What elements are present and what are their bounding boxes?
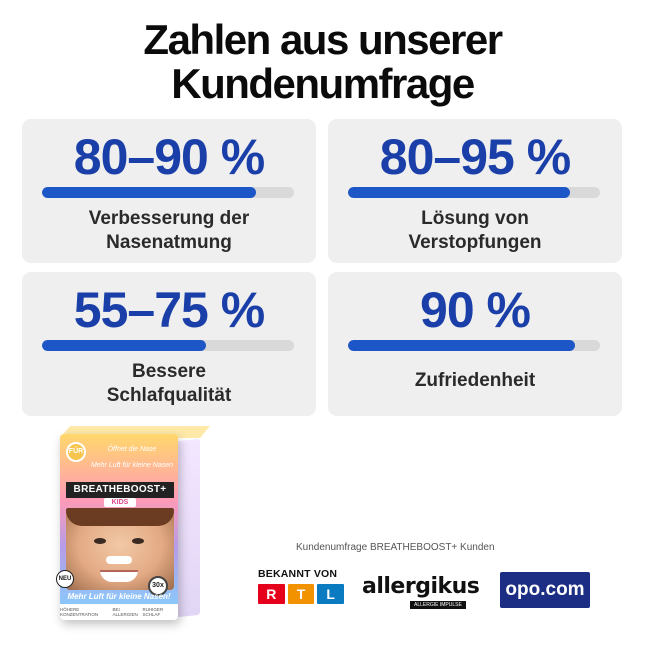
child-eye-right — [132, 538, 144, 544]
stat-card-congestion-relief: 80–95 % Lösung von Verstopfungen — [328, 119, 622, 263]
product-new-badge: NEU — [56, 570, 74, 588]
product-box-front: FÜR Öffnet die Nase Mehr Luft für kleine… — [60, 434, 178, 620]
stat-label: Zufriedenheit — [328, 369, 622, 393]
product-slogan: Mehr Luft für kleine Nasen! — [67, 592, 171, 601]
stat-progress-fill — [42, 187, 257, 198]
stat-progress-bar — [348, 187, 600, 198]
product-package-image: FÜR Öffnet die Nase Mehr Luft für kleine… — [56, 422, 211, 622]
stat-value: 55–75 % — [73, 282, 265, 338]
product-feature-3: RUHIGER SCHLAF — [142, 607, 164, 617]
stat-progress-fill — [348, 340, 575, 351]
rtl-letter-r: R — [258, 584, 285, 604]
stat-value: 80–90 % — [73, 129, 265, 185]
product-feature-1: HÖHERE KONZENTRATION — [60, 607, 99, 617]
child-hair-illustration — [66, 508, 174, 526]
stat-label-line-1: Bessere — [132, 361, 206, 382]
stat-label-line-1: Verbesserung der — [88, 208, 250, 229]
product-brand: BREATHEBOOST+ — [66, 482, 174, 498]
allergikus-wordmark: allergikus — [362, 574, 480, 599]
product-feature-strip: HÖHERE KONZENTRATION BEI ALLERGIEN RUHIG… — [60, 604, 178, 620]
stat-label-line-2: Schlafqualität — [106, 385, 232, 406]
stat-value: 90 % — [420, 282, 531, 338]
allergikus-logo: allergikus ALLERGIE IMPULSE — [362, 574, 486, 609]
child-smile-illustration — [100, 570, 138, 582]
stat-progress-bar — [42, 340, 294, 351]
headline-line-1: Zahlen aus unserer — [143, 16, 503, 63]
known-from-label: BEKANNT VON — [258, 568, 338, 580]
stat-progress-fill — [348, 187, 570, 198]
rtl-logo: R T L — [258, 584, 345, 604]
stat-value: 80–95 % — [379, 129, 571, 185]
stat-label: Verbesserung der Nasenatmung — [22, 207, 316, 255]
product-kids-label: KIDS — [104, 498, 136, 507]
stat-progress-fill — [42, 340, 206, 351]
stat-progress-bar — [348, 340, 600, 351]
nasal-strip-illustration — [106, 556, 132, 564]
product-seal-icon: FÜR — [66, 442, 86, 462]
product-feature-2: BEI ALLERGIEN — [112, 607, 138, 617]
headline-line-2: Kundenumfrage — [171, 60, 475, 107]
stat-label-line-1: Zufriedenheit — [414, 370, 536, 391]
stat-label-line-1: Lösung von — [421, 208, 529, 229]
stat-label-line-2: Verstopfungen — [408, 232, 542, 253]
stat-card-nasal-breathing: 80–90 % Verbesserung der Nasenatmung — [22, 119, 316, 263]
stat-label-line-2: Nasenatmung — [106, 232, 232, 253]
survey-caption: Kundenumfrage BREATHEBOOST+ Kunden — [296, 542, 495, 553]
rtl-letter-l: L — [317, 584, 345, 604]
stat-card-satisfaction: 90 % Zufriedenheit — [328, 272, 622, 416]
product-box-side — [178, 438, 200, 618]
product-note-1: Öffnet die Nase — [107, 446, 157, 453]
child-eye-left — [94, 538, 106, 544]
stat-label: Bessere Schlafqualität — [22, 360, 316, 408]
rtl-letter-t: T — [287, 584, 315, 604]
product-count-badge: 30x — [148, 576, 168, 596]
stat-card-sleep-quality: 55–75 % Bessere Schlafqualität — [22, 272, 316, 416]
stat-label: Lösung von Verstopfungen — [328, 207, 622, 255]
page-headline: Zahlen aus unserer Kundenumfrage — [0, 18, 645, 106]
rtl-logo-block: BEKANNT VON R T L — [258, 568, 345, 604]
product-note-2: Mehr Luft für kleine Nasen — [90, 462, 174, 469]
stat-progress-bar — [42, 187, 294, 198]
allergikus-tagline: ALLERGIE IMPULSE — [410, 601, 466, 609]
opo-logo: opo.com — [500, 572, 590, 608]
